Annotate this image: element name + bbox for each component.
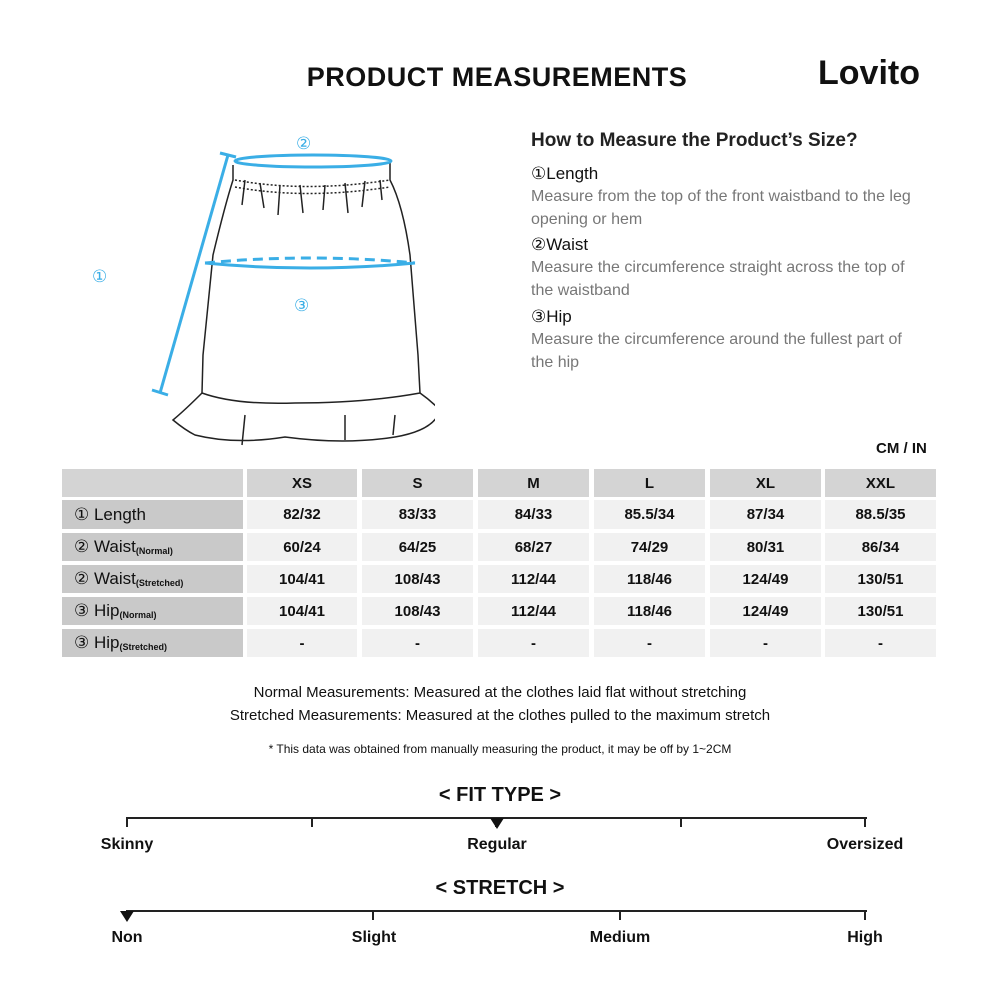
table-cell: 108/43 (362, 565, 473, 593)
table-cell: 74/29 (594, 533, 705, 561)
skirt-diagram: ① ② ③ (92, 134, 435, 446)
howto-hip-desc: Measure the circumference around the ful… (531, 331, 902, 371)
size-header: XS (247, 469, 357, 497)
row-label-text: ② Waist (74, 569, 136, 588)
table-cell: 112/44 (478, 565, 589, 593)
disclaimer: * This data was obtained from manually m… (268, 742, 732, 756)
row-label-qualifier: (Stretched) (135, 578, 184, 588)
waist-marker: ② (296, 134, 311, 154)
row-label: ③ Hip (Normal) (62, 597, 243, 625)
table-cell: 124/49 (710, 597, 821, 625)
table-cell: 108/43 (362, 597, 473, 625)
table-cell: 130/51 (825, 565, 936, 593)
fit-label-regular: Regular (467, 836, 527, 853)
size-header: XL (710, 469, 821, 497)
table-corner (62, 469, 243, 497)
table-cell: 88.5/35 (825, 500, 936, 529)
fit-label-oversized: Oversized (826, 836, 904, 853)
howto-hip-label: ③Hip (531, 307, 572, 326)
hip-marker: ③ (294, 296, 309, 316)
table-cell: 83/33 (362, 500, 473, 529)
table-cell: 60/24 (247, 533, 357, 561)
size-header: XXL (825, 469, 936, 497)
row-label-qualifier: (Normal) (135, 546, 173, 556)
size-header: S (362, 469, 473, 497)
row-label-text: ③ Hip (74, 633, 120, 652)
row-label-text: ① Length (74, 504, 146, 524)
stretch-label-non: Non (111, 929, 143, 946)
size-header: L (594, 469, 705, 497)
table-cell: 64/25 (362, 533, 473, 561)
table-cell: - (825, 629, 936, 657)
page-title: PRODUCT MEASUREMENTS (306, 62, 688, 92)
table-cell: 86/34 (825, 533, 936, 561)
table-cell: 87/34 (710, 500, 821, 529)
table-cell: 68/27 (478, 533, 589, 561)
row-label-qualifier: (Stretched) (119, 642, 167, 652)
table-cell: 84/33 (478, 500, 589, 529)
howto-waist-desc: Measure the circumference straight acros… (531, 259, 905, 299)
fit-type-title: < FIT TYPE > (438, 784, 562, 806)
stretch-label-slight: Slight (351, 929, 397, 946)
note-normal: Normal Measurements: Measured at the clo… (253, 684, 747, 701)
stretch-title: < STRETCH > (435, 877, 565, 899)
unit-label: CM / IN (876, 440, 927, 457)
row-label-text: ② Waist (74, 537, 136, 556)
table-cell: - (478, 629, 589, 657)
fit-label-skinny: Skinny (100, 836, 154, 853)
row-label-qualifier: (Normal) (119, 610, 157, 620)
table-cell: - (247, 629, 357, 657)
table-cell: 118/46 (594, 565, 705, 593)
howto-heading: How to Measure the Product’s Size? (531, 130, 858, 151)
howto-waist-label: ②Waist (531, 235, 589, 254)
table-cell: 112/44 (478, 597, 589, 625)
howto-length-label: ①Length (531, 164, 599, 183)
row-label: ③ Hip (Stretched) (62, 629, 243, 657)
row-label: ① Length (62, 500, 243, 529)
row-label: ② Waist (Normal) (62, 533, 243, 561)
table-cell: 104/41 (247, 565, 357, 593)
stretch-label-high: High (847, 929, 883, 946)
brand-logo: Lovito (818, 54, 920, 92)
stretch-label-medium: Medium (589, 929, 651, 946)
row-label-text: ③ Hip (74, 601, 120, 620)
table-cell: 124/49 (710, 565, 821, 593)
howto-length-desc: Measure from the top of the front waistb… (531, 188, 911, 228)
stretch-marker (120, 911, 134, 922)
stretch-scale-line (127, 910, 867, 912)
table-cell: - (710, 629, 821, 657)
note-stretched: Stretched Measurements: Measured at the … (229, 707, 771, 724)
size-header: M (478, 469, 589, 497)
table-cell: 118/46 (594, 597, 705, 625)
table-cell: 104/41 (247, 597, 357, 625)
table-cell: 82/32 (247, 500, 357, 529)
length-marker: ① (92, 267, 107, 287)
fit-marker (490, 818, 504, 829)
table-cell: 80/31 (710, 533, 821, 561)
row-label: ② Waist (Stretched) (62, 565, 243, 593)
table-cell: 85.5/34 (594, 500, 705, 529)
table-cell: 130/51 (825, 597, 936, 625)
table-cell: - (594, 629, 705, 657)
table-cell: - (362, 629, 473, 657)
